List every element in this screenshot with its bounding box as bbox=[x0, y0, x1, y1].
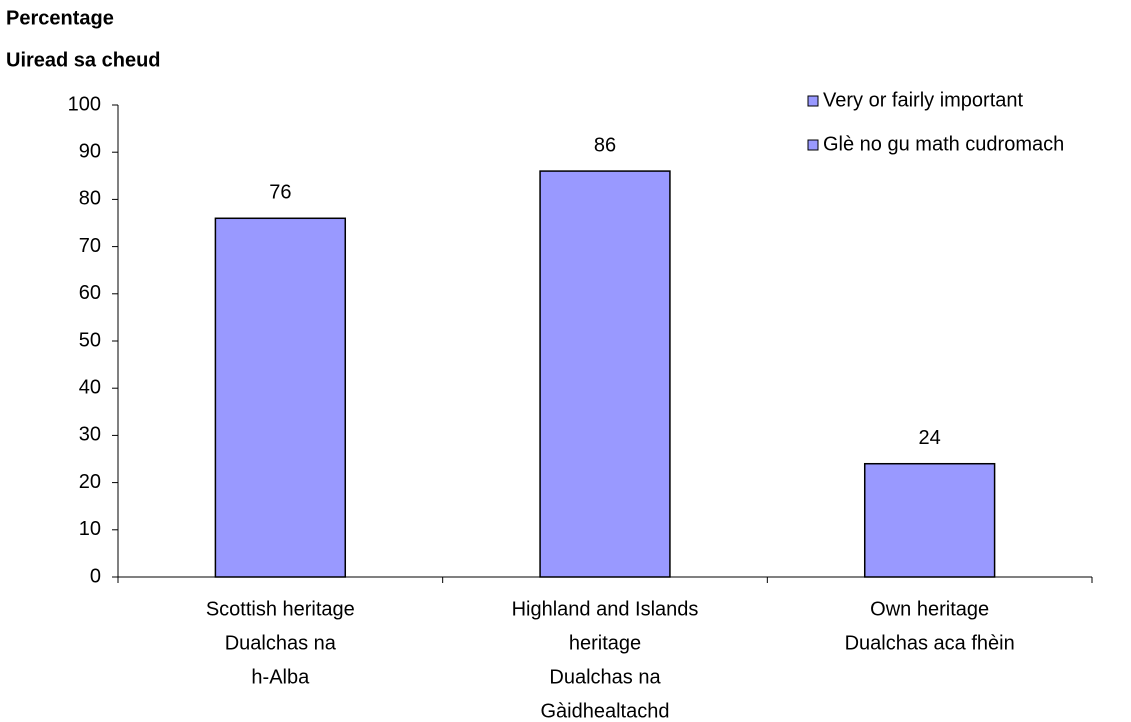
y-tick-label: 10 bbox=[79, 518, 101, 540]
legend-swatch bbox=[807, 95, 819, 107]
bar bbox=[539, 170, 671, 578]
y-tick-label: 60 bbox=[79, 282, 101, 304]
y-axis-title: Percentage bbox=[6, 7, 114, 29]
y-tick-label: 100 bbox=[68, 93, 101, 115]
data-label: 24 bbox=[919, 427, 941, 449]
y-tick-label: 50 bbox=[79, 329, 101, 351]
y-tick-label: 0 bbox=[90, 565, 101, 587]
y-tick-label: 30 bbox=[79, 424, 101, 446]
x-tick-label: Highland and Islands bbox=[512, 598, 699, 620]
y-tick-label: 70 bbox=[79, 235, 101, 257]
x-tick-label: Gàidhealtachd bbox=[541, 700, 670, 722]
bar bbox=[214, 217, 347, 578]
y-tick-label: 40 bbox=[79, 376, 101, 398]
legend-swatch bbox=[807, 139, 819, 151]
legend-label: Very or fairly important bbox=[823, 89, 1024, 111]
x-tick-label: heritage bbox=[569, 632, 641, 654]
x-tick-label: Dualchas na bbox=[549, 666, 661, 688]
y-tick-label: 80 bbox=[79, 188, 101, 210]
data-label: 86 bbox=[594, 134, 616, 156]
y-tick-label: 20 bbox=[79, 471, 101, 493]
data-label: 76 bbox=[269, 182, 291, 204]
x-tick-label: h-Alba bbox=[251, 666, 310, 688]
x-tick-label: Dualchas na bbox=[225, 632, 337, 654]
bar bbox=[863, 462, 996, 578]
legend-label: Glè no gu math cudromach bbox=[823, 133, 1064, 155]
x-tick-label: Scottish heritage bbox=[206, 598, 355, 620]
y-tick-label: 90 bbox=[79, 140, 101, 162]
x-tick-label: Own heritage bbox=[870, 598, 989, 620]
y-axis-title: Uiread sa cheud bbox=[6, 49, 161, 71]
x-tick-label: Dualchas aca fhèin bbox=[845, 632, 1015, 654]
